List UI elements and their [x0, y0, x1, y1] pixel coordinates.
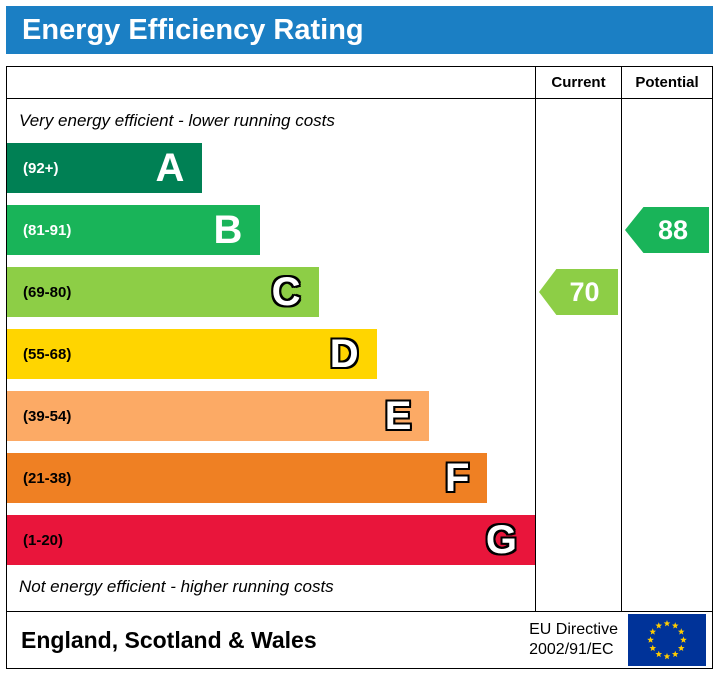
band-bar-g: (1-20) G [7, 515, 535, 565]
band-range-c: (69-80) [23, 283, 72, 301]
top-caption: Very energy efficient - lower running co… [19, 111, 335, 130]
band-row-e: (39-54) E [7, 391, 535, 441]
potential-rating-value: 88 [657, 214, 689, 245]
band-row-g: (1-20) G [7, 515, 535, 565]
band-range-e: (39-54) [23, 407, 72, 425]
eu-directive-text: EU Directive 2002/91/EC [529, 620, 618, 660]
current-rating-value: 70 [569, 276, 600, 307]
footer-bar: England, Scotland & Wales EU Directive 2… [6, 612, 713, 669]
bands-column-header [7, 67, 535, 99]
band-row-f: (21-38) F [7, 453, 535, 503]
band-letter-f: F [445, 456, 470, 500]
bands-column: Very energy efficient - lower running co… [7, 67, 535, 611]
potential-column-body: 88 [622, 99, 712, 611]
potential-column-header: Potential [622, 67, 712, 99]
band-letter-e: E [384, 394, 412, 438]
current-column-header: Current [536, 67, 621, 99]
potential-rating-arrow: 88 [625, 207, 709, 253]
band-bars: (92+) A (81-91) B (69-80) C [7, 143, 535, 565]
band-row-a: (92+) A [7, 143, 535, 193]
title-banner: Energy Efficiency Rating [6, 6, 713, 54]
band-range-b: (81-91) [23, 221, 72, 239]
band-row-b: (81-91) B [7, 205, 535, 255]
band-bar-b: (81-91) B [7, 205, 261, 255]
band-range-a: (92+) [23, 159, 59, 177]
eu-flag-icon [628, 614, 706, 666]
band-bar-a: (92+) A [7, 143, 203, 193]
region-label: England, Scotland & Wales [21, 626, 317, 653]
band-letter-c: C [271, 270, 301, 314]
current-column-body: 70 [536, 99, 621, 611]
band-bar-c: (69-80) C [7, 267, 319, 317]
bottom-caption: Not energy efficient - higher running co… [19, 577, 334, 596]
banner-gap [6, 54, 713, 66]
eu-directive-line1: EU Directive [529, 621, 618, 638]
current-column: Current 70 [535, 67, 621, 611]
band-letter-d: D [329, 332, 359, 376]
current-rating-arrow: 70 [539, 269, 618, 315]
band-letter-b: B [213, 208, 243, 252]
energy-rating-chart: Very energy efficient - lower running co… [6, 66, 713, 612]
band-range-f: (21-38) [23, 469, 72, 487]
potential-column: Potential 88 [621, 67, 712, 611]
band-bar-d: (55-68) D [7, 329, 377, 379]
eu-directive-line2: 2002/91/EC [529, 641, 614, 658]
band-row-d: (55-68) D [7, 329, 535, 379]
band-letter-a: A [155, 146, 185, 190]
band-bar-f: (21-38) F [7, 453, 488, 503]
band-range-g: (1-20) [23, 531, 64, 549]
band-row-c: (69-80) C [7, 267, 535, 317]
page-title: Energy Efficiency Rating [22, 13, 364, 46]
band-range-d: (55-68) [23, 345, 72, 363]
band-bar-e: (39-54) E [7, 391, 430, 441]
band-letter-g: G [485, 518, 517, 562]
